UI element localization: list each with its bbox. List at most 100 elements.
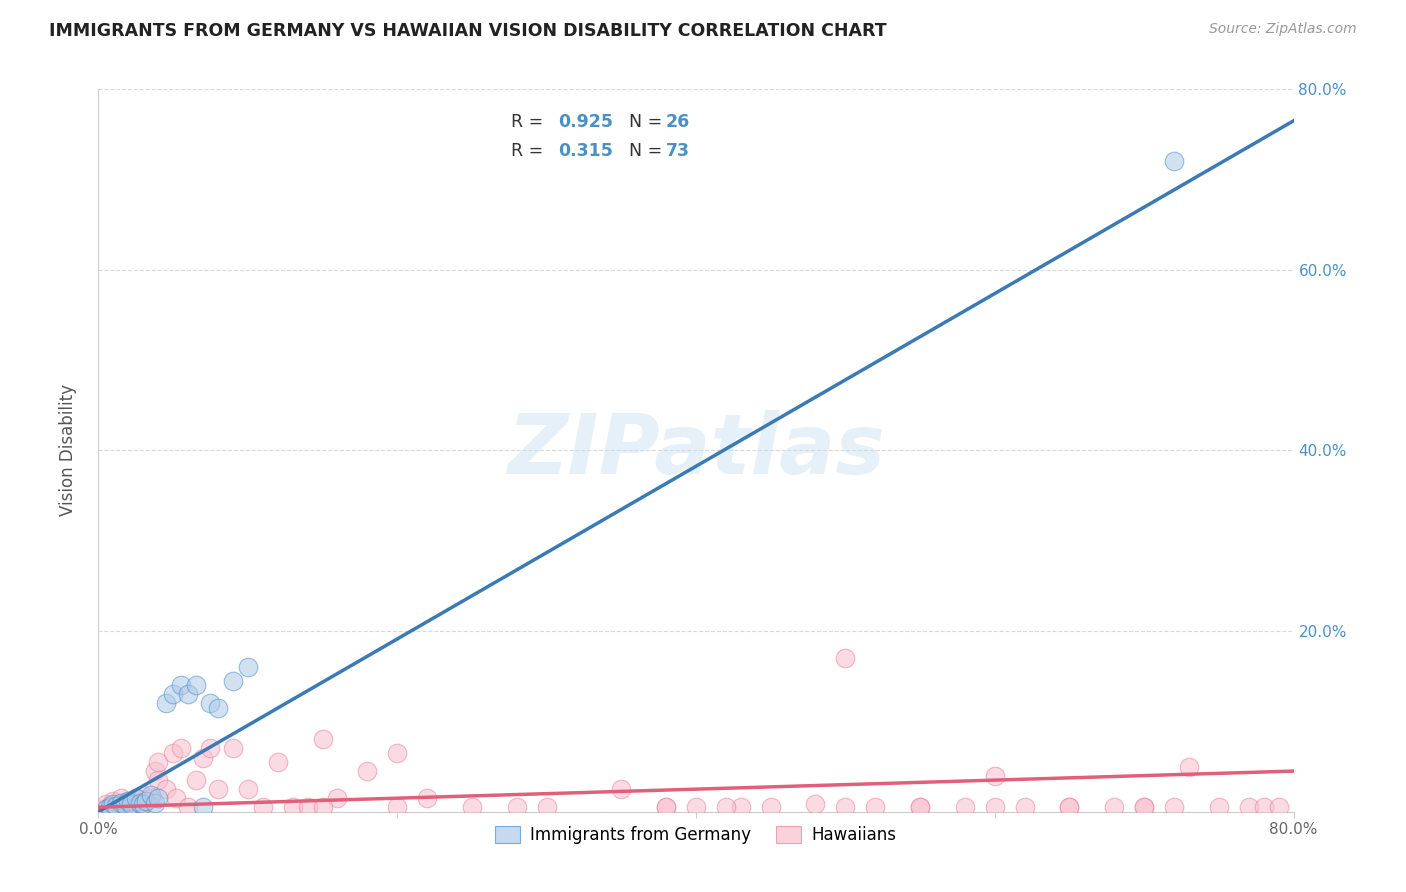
- Point: [184, 773, 207, 788]
- Point: [834, 651, 856, 665]
- Point: [236, 660, 259, 674]
- Point: [252, 800, 274, 814]
- Point: [184, 678, 207, 692]
- Point: [207, 701, 229, 715]
- Point: [135, 794, 157, 808]
- Point: [117, 794, 139, 808]
- Point: [177, 687, 200, 701]
- Point: [356, 764, 378, 778]
- Point: [148, 755, 170, 769]
- Point: [1178, 759, 1201, 773]
- Point: [326, 791, 349, 805]
- Point: [1237, 800, 1260, 814]
- Point: [103, 794, 125, 808]
- Point: [655, 800, 678, 814]
- Point: [98, 799, 122, 814]
- Point: [759, 800, 782, 814]
- Point: [1104, 800, 1126, 814]
- Point: [1163, 154, 1185, 169]
- Point: [416, 791, 439, 805]
- Text: ZIPatlas: ZIPatlas: [508, 410, 884, 491]
- Point: [114, 798, 136, 813]
- Point: [139, 789, 162, 803]
- Point: [222, 741, 245, 756]
- Point: [506, 800, 529, 814]
- Text: N =: N =: [619, 142, 668, 160]
- Point: [132, 797, 155, 812]
- Point: [169, 741, 191, 756]
- Point: [120, 797, 142, 811]
- Point: [105, 797, 128, 812]
- Point: [191, 750, 214, 764]
- Point: [1163, 800, 1185, 814]
- Point: [1267, 800, 1289, 814]
- Point: [94, 797, 117, 812]
- Point: [132, 797, 155, 812]
- Point: [714, 800, 737, 814]
- Point: [148, 773, 170, 788]
- Point: [236, 782, 259, 797]
- Point: [908, 800, 931, 814]
- Point: [804, 797, 827, 812]
- Point: [655, 800, 678, 814]
- Text: 0.315: 0.315: [558, 142, 613, 160]
- Text: 26: 26: [666, 112, 690, 131]
- Point: [1208, 800, 1230, 814]
- Point: [461, 800, 484, 814]
- Point: [200, 741, 222, 756]
- Point: [129, 796, 152, 810]
- Point: [311, 732, 333, 747]
- Y-axis label: Vision Disability: Vision Disability: [59, 384, 77, 516]
- Point: [162, 687, 184, 701]
- Point: [139, 791, 162, 805]
- Point: [385, 746, 409, 760]
- Point: [281, 800, 304, 814]
- Point: [162, 746, 184, 760]
- Point: [114, 796, 136, 810]
- Point: [143, 764, 166, 778]
- Point: [200, 697, 222, 711]
- Point: [222, 673, 245, 688]
- Text: R =: R =: [510, 112, 548, 131]
- Point: [91, 802, 114, 816]
- Point: [125, 791, 148, 805]
- Point: [103, 797, 125, 812]
- Point: [155, 697, 177, 711]
- Point: [191, 800, 214, 814]
- Point: [984, 769, 1007, 783]
- Text: Source: ZipAtlas.com: Source: ZipAtlas.com: [1209, 22, 1357, 37]
- Point: [385, 800, 409, 814]
- Point: [125, 791, 148, 805]
- Text: 73: 73: [666, 142, 690, 160]
- Point: [610, 782, 633, 797]
- Legend: Immigrants from Germany, Hawaiians: Immigrants from Germany, Hawaiians: [489, 819, 903, 850]
- Text: IMMIGRANTS FROM GERMANY VS HAWAIIAN VISION DISABILITY CORRELATION CHART: IMMIGRANTS FROM GERMANY VS HAWAIIAN VISI…: [49, 22, 887, 40]
- Text: R =: R =: [510, 142, 548, 160]
- Point: [143, 796, 166, 810]
- Point: [110, 796, 132, 810]
- Point: [129, 796, 152, 810]
- Point: [125, 798, 148, 813]
- Point: [177, 800, 200, 814]
- Point: [105, 799, 128, 814]
- Point: [267, 755, 290, 769]
- Point: [148, 791, 170, 805]
- Point: [120, 799, 142, 814]
- Point: [865, 800, 887, 814]
- Point: [1133, 800, 1156, 814]
- Point: [98, 800, 122, 814]
- Point: [155, 782, 177, 797]
- Point: [730, 800, 752, 814]
- Point: [311, 800, 333, 814]
- Point: [685, 800, 707, 814]
- Text: 0.925: 0.925: [558, 112, 613, 131]
- Point: [1059, 800, 1081, 814]
- Point: [536, 800, 558, 814]
- Point: [117, 794, 139, 808]
- Point: [110, 791, 132, 805]
- Point: [110, 799, 132, 814]
- Point: [953, 800, 976, 814]
- Point: [984, 800, 1007, 814]
- Point: [165, 791, 187, 805]
- Point: [1133, 800, 1156, 814]
